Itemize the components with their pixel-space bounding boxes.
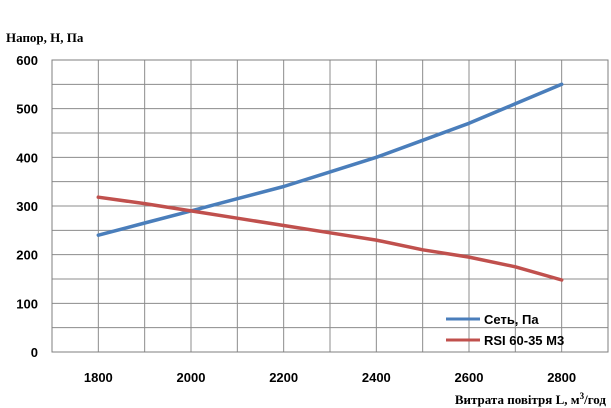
y-tick-label: 200	[16, 248, 38, 263]
x-tick-label: 2800	[547, 370, 576, 385]
grid	[52, 60, 608, 352]
x-tick-label: 2200	[269, 370, 298, 385]
legend-label-rsi: RSI 60-35 М3	[484, 333, 564, 348]
y-tick-label: 100	[16, 296, 38, 311]
legend: Сеть, Па RSI 60-35 М3	[446, 312, 564, 348]
y-tick-label: 500	[16, 102, 38, 117]
x-axis-ticks: 1800 2000 2200 2400 2600 2800	[84, 370, 576, 385]
y-axis-title: Напор, Н, Па	[6, 30, 84, 45]
y-tick-label: 0	[31, 345, 38, 360]
plot-area-border	[51, 59, 609, 353]
x-tick-label: 1800	[84, 370, 113, 385]
y-tick-label: 600	[16, 53, 38, 68]
legend-label-set: Сеть, Па	[484, 312, 539, 327]
x-tick-label: 2400	[362, 370, 391, 385]
series	[96, 82, 564, 282]
y-tick-label: 400	[16, 150, 38, 165]
series-line-1	[96, 195, 564, 282]
x-tick-label: 2000	[177, 370, 206, 385]
x-axis-title: Витрата повітря L, м3/год	[455, 391, 607, 407]
y-axis-ticks: 0 100 200 300 400 500 600	[16, 53, 38, 360]
series-line-0	[96, 82, 564, 237]
x-tick-label: 2600	[455, 370, 484, 385]
y-tick-label: 300	[16, 199, 38, 214]
